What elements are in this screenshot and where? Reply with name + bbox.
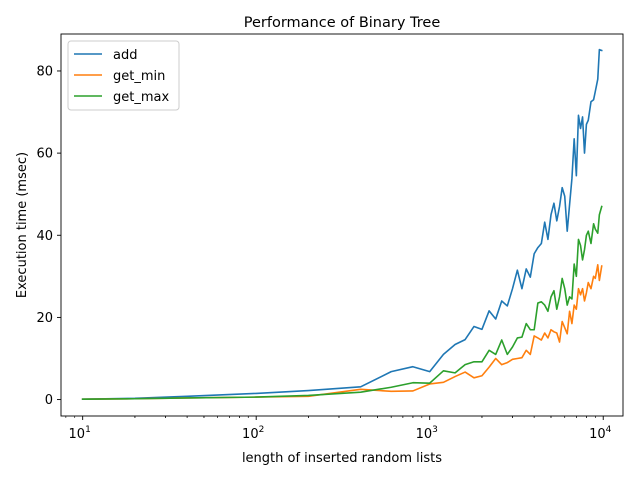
- series-layer: [81, 48, 603, 400]
- y-tick-label: 0: [45, 393, 53, 408]
- x-tick-base: 10: [589, 427, 606, 442]
- x-tick-base: 10: [69, 427, 86, 442]
- x-tick-label: 101: [69, 425, 91, 442]
- x-tick-exponent: 2: [259, 425, 265, 435]
- y-tick-label: 40: [36, 229, 53, 244]
- y-axis: 0 20 40 60 80: [36, 64, 61, 408]
- legend-label-get-min: get_min: [113, 69, 165, 84]
- x-axis-label: length of inserted random lists: [242, 451, 442, 466]
- legend-label-add: add: [113, 48, 137, 63]
- x-tick-label: 103: [416, 425, 438, 442]
- legend: add get_min get_max: [67, 40, 180, 111]
- y-tick-label: 20: [36, 311, 53, 326]
- y-tick-label: 60: [36, 147, 53, 162]
- y-axis-label: Execution time (msec): [15, 152, 30, 298]
- series-line-add: [81, 48, 603, 400]
- x-tick-exponent: 4: [606, 425, 612, 435]
- x-axis: 101 102 103 104: [65, 416, 612, 442]
- x-tick-exponent: 3: [432, 425, 438, 435]
- series-line-get-max: [81, 205, 603, 400]
- x-tick-label: 102: [242, 425, 264, 442]
- x-tick-exponent: 1: [85, 425, 91, 435]
- legend-label-get-max: get_max: [113, 90, 169, 105]
- chart-title: Performance of Binary Tree: [244, 15, 441, 31]
- x-tick-base: 10: [416, 427, 433, 442]
- x-tick-label: 104: [589, 425, 612, 442]
- x-tick-base: 10: [242, 427, 259, 442]
- plot-frame: [60, 33, 624, 417]
- legend-box: [67, 40, 180, 111]
- y-tick-label: 80: [36, 64, 53, 79]
- series-line-get-min: [81, 264, 603, 400]
